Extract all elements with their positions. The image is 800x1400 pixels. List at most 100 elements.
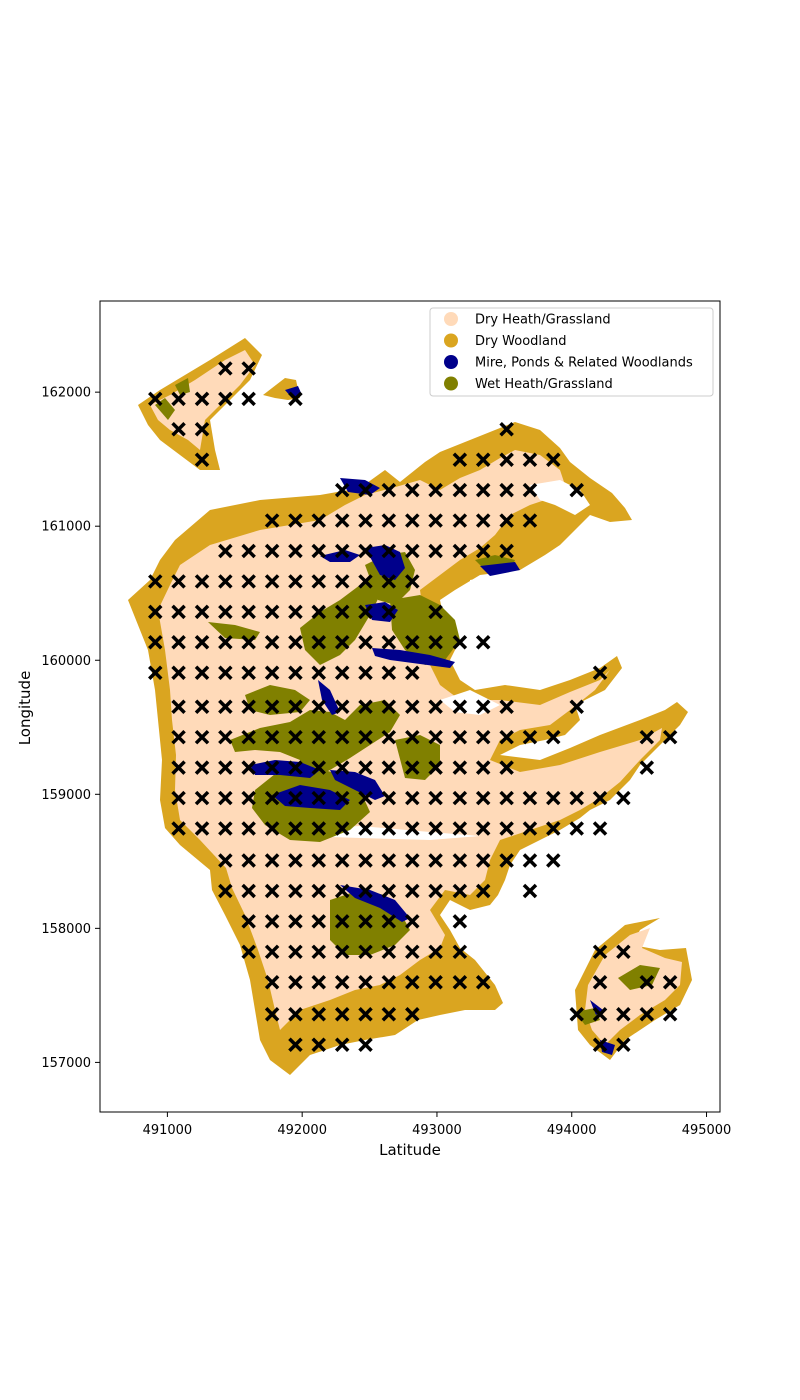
sample-point-marker [264,543,280,559]
sample-point-marker [218,853,233,868]
sample-point-marker [334,975,350,990]
x-tick-label: 492000 [277,1123,327,1138]
sample-point-marker [499,760,514,775]
sample-point-marker [311,760,326,775]
sample-point-marker [288,665,303,680]
sample-point-marker [288,513,303,528]
sample-point-marker [148,391,163,407]
sample-point-marker [311,665,326,680]
sample-point-marker [499,790,514,806]
legend-label: Dry Woodland [475,334,567,349]
sample-point-marker [194,452,210,467]
sample-point-marker [428,543,443,559]
y-tick-label: 161000 [41,520,91,535]
sample-point-marker [405,1007,420,1022]
sample-point-marker [311,574,326,589]
sample-point-marker [381,543,397,559]
mire-patch [590,1000,603,1015]
sample-point-marker [334,883,350,899]
sample-point-marker [194,729,210,745]
sample-point-marker [616,1037,631,1052]
sample-point-marker [475,482,491,498]
sample-point-marker [148,665,163,680]
sample-point-marker [218,760,233,775]
sample-point-marker [241,665,256,680]
sample-point-marker [616,944,631,960]
sample-point-marker [522,513,538,528]
sample-point-marker [428,699,443,715]
sample-point-marker [148,574,163,589]
sample-point-marker [148,635,163,650]
sample-point-marker [218,699,233,715]
sample-point-marker [381,729,397,745]
sample-point-marker [405,513,420,528]
sample-point-marker [264,1007,280,1022]
sample-point-marker [218,729,233,745]
sample-point-marker [405,760,420,775]
sample-point-marker [241,635,256,650]
legend-swatch [444,333,458,348]
sample-point-marker [171,729,186,745]
sample-point-marker [264,883,280,899]
sample-point-marker [264,914,280,929]
sample-point-marker [452,821,468,836]
sample-point-marker [358,699,373,715]
sample-point-marker [592,944,608,960]
sample-point-marker [194,790,210,806]
sample-point-marker [218,635,233,650]
sample-point-marker [428,821,443,836]
sample-point-marker [264,729,280,745]
sample-point-marker [358,729,373,745]
sample-point-marker [381,853,397,868]
sample-point-marker [452,944,468,960]
sample-point-marker [358,821,373,836]
sample-point-marker [288,914,303,929]
sample-point-marker [639,729,655,745]
sample-point-marker [546,853,561,868]
sample-point-marker [475,883,491,899]
sample-point-marker [171,760,186,775]
sample-point-marker [288,1007,303,1022]
sample-point-marker [218,665,233,680]
sample-point-marker [288,574,303,589]
sample-point-marker [334,543,350,559]
sample-point-marker [358,944,373,960]
sample-point-marker [264,821,280,836]
sample-point-marker [288,635,303,650]
sample-point-marker [264,790,280,806]
sample-point-marker [288,604,303,620]
sample-point-marker [475,821,491,836]
sample-point-marker [264,699,280,715]
sample-point-marker [569,1007,584,1022]
sample-point-marker [381,699,397,715]
sample-point-marker [405,635,420,650]
x-tick-label: 493000 [412,1123,462,1138]
sample-point-marker [264,513,280,528]
sample-point-marker [288,853,303,868]
sample-point-marker [546,729,561,745]
x-axis-title: Latitude [379,1141,441,1159]
sample-point-marker [334,821,350,836]
sample-point-marker [452,760,468,775]
sample-point-marker [264,853,280,868]
sample-point-marker [381,944,397,960]
sample-point-marker [428,513,443,528]
sample-point-marker [311,635,326,650]
sample-point-marker [662,1007,678,1022]
mire-patch [340,885,410,922]
sample-point-marker [334,729,350,745]
sample-point-marker [428,482,443,498]
sample-point-marker [452,729,468,745]
sample-point-marker [639,1007,655,1022]
sample-point-marker [381,883,397,899]
sample-point-marker [171,604,186,620]
unmapped-gap [470,560,540,595]
sample-point-marker [194,821,210,836]
y-tick-label: 160000 [41,654,91,669]
sample-point-marker [288,760,303,775]
sample-point-marker [358,790,373,806]
sample-point-marker [288,790,303,806]
sample-point-marker [499,513,514,528]
wet-heath-patch [395,735,440,780]
sample-point-marker [592,790,608,806]
